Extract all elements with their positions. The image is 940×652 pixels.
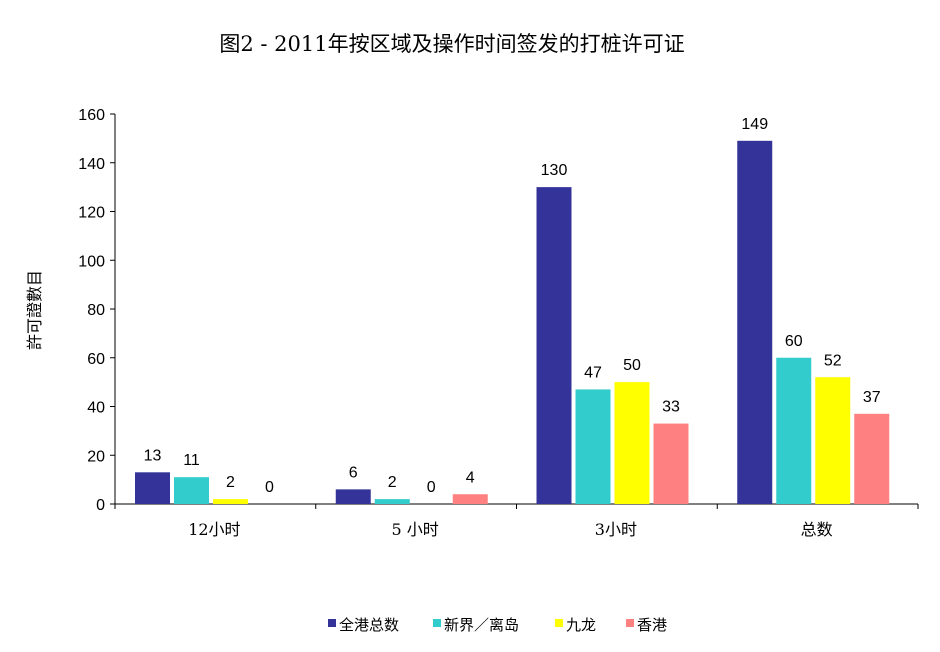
data-label: 130 [541,162,568,179]
bar [335,489,371,504]
y-tick-label: 20 [87,448,105,465]
y-tick-label: 100 [78,253,105,270]
x-tick-label: 12小时 [188,520,240,539]
data-label: 2 [388,474,397,491]
legend-item: 全港总数 [328,616,399,634]
bar [575,389,611,504]
x-tick-label: 总数 [801,520,833,539]
data-label: 60 [785,333,803,350]
data-label: 6 [349,464,358,481]
y-tick-label: 40 [87,400,105,417]
y-tick-label: 160 [78,107,105,124]
chart-title: 图2 - 2011年按区域及操作时间签发的打桩许可证 [219,32,684,56]
data-label: 11 [183,452,200,469]
bar [815,377,851,504]
data-label: 33 [662,399,680,416]
bar [776,357,812,504]
legend-swatch [433,619,441,627]
data-label: 4 [466,469,475,486]
x-tick-label: 5 小时 [391,520,438,539]
y-axis-label: 許可證數目 [25,270,44,350]
legend-item: 新界／离岛 [433,616,519,634]
bar [614,382,650,504]
bar [135,472,170,504]
legend-item: 香港 [626,616,667,634]
data-label: 0 [265,479,274,496]
y-tick-label: 80 [87,302,105,319]
legend-label: 香港 [637,616,667,634]
bar [536,187,572,504]
data-label: 47 [584,364,602,381]
data-label: 37 [863,389,881,406]
bar [452,494,488,504]
bar [854,413,890,504]
data-label: 13 [144,447,162,464]
bars: 13 6 130 149 11 2 47 60 2 0 50 52 0 4 33 37 [135,116,890,504]
legend-item: 九龙 [555,616,596,634]
legend-label: 新界／离岛 [444,616,519,634]
bar [653,423,689,504]
bar [374,499,410,504]
data-label: 2 [226,474,235,491]
y-tick-label: 0 [96,497,105,514]
data-label: 52 [824,352,842,369]
legend-swatch [555,619,563,627]
x-tick-label: 3小时 [595,520,637,539]
data-label: 50 [623,357,641,374]
data-label: 149 [741,116,768,133]
y-tick-label: 120 [78,205,105,222]
legend-swatch [626,619,634,627]
y-tick-label: 140 [78,156,105,173]
bar [737,140,773,504]
bar [213,499,248,504]
legend-label: 全港总数 [339,616,399,634]
legend-label: 九龙 [566,616,596,634]
bar [174,477,209,504]
y-tick-label: 60 [87,351,105,368]
legend-swatch [328,619,336,627]
legend: 全港总数 新界／离岛 九龙 香港 [328,616,667,634]
data-label: 0 [427,479,436,496]
